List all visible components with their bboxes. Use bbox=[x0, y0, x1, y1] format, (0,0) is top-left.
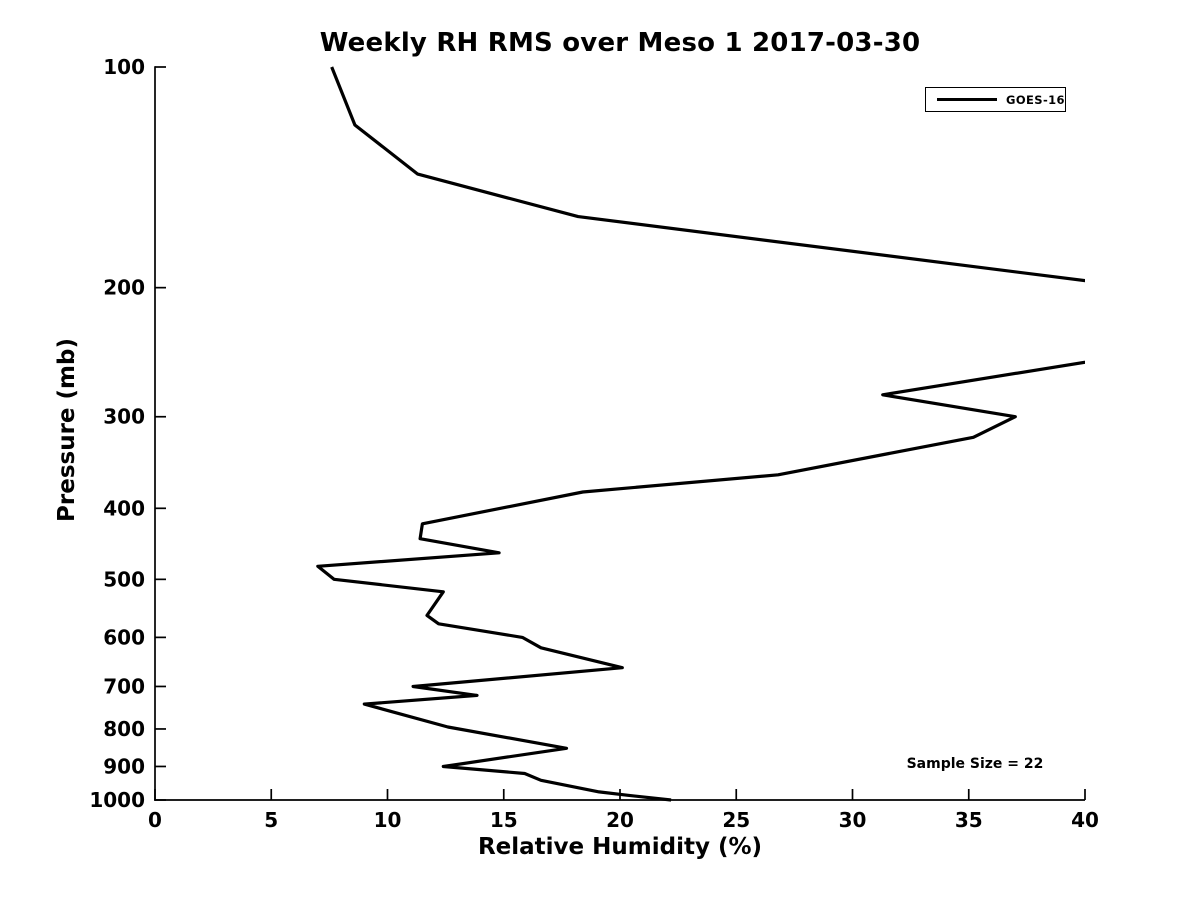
x-tick-label: 20 bbox=[606, 808, 634, 832]
x-tick-label: 25 bbox=[722, 808, 750, 832]
y-tick-label: 800 bbox=[103, 717, 145, 741]
y-tick-label: 700 bbox=[103, 674, 145, 698]
y-tick-label: 300 bbox=[103, 405, 145, 429]
y-tick-label: 600 bbox=[103, 625, 145, 649]
x-axis-label: Relative Humidity (%) bbox=[477, 834, 763, 860]
x-tick-label: 5 bbox=[264, 808, 278, 832]
y-tick-label: 900 bbox=[103, 754, 145, 778]
legend-line-sample bbox=[937, 97, 997, 102]
chart-title: Weekly RH RMS over Meso 1 2017-03-30 bbox=[319, 28, 921, 58]
x-tick-label: 40 bbox=[1071, 808, 1099, 832]
x-tick-label: 15 bbox=[490, 808, 518, 832]
y-axis-label: Pressure (mb) bbox=[54, 338, 80, 522]
x-tick-label: 30 bbox=[839, 808, 867, 832]
data-line-goes16 bbox=[316, 66, 1085, 802]
sample-size-annotation: Sample Size = 22 bbox=[906, 756, 1044, 772]
x-tick-label: 10 bbox=[374, 808, 402, 832]
y-tick-label: 500 bbox=[103, 567, 145, 591]
y-tick-label: 1000 bbox=[89, 788, 145, 812]
x-tick-label: 0 bbox=[148, 808, 162, 832]
x-tick-label: 35 bbox=[955, 808, 983, 832]
legend-label: GOES-16 bbox=[1006, 92, 1065, 107]
y-tick-label: 100 bbox=[103, 55, 145, 79]
y-tick-label: 400 bbox=[103, 496, 145, 520]
y-tick-label: 200 bbox=[103, 276, 145, 300]
legend: GOES-16 bbox=[925, 87, 1066, 112]
